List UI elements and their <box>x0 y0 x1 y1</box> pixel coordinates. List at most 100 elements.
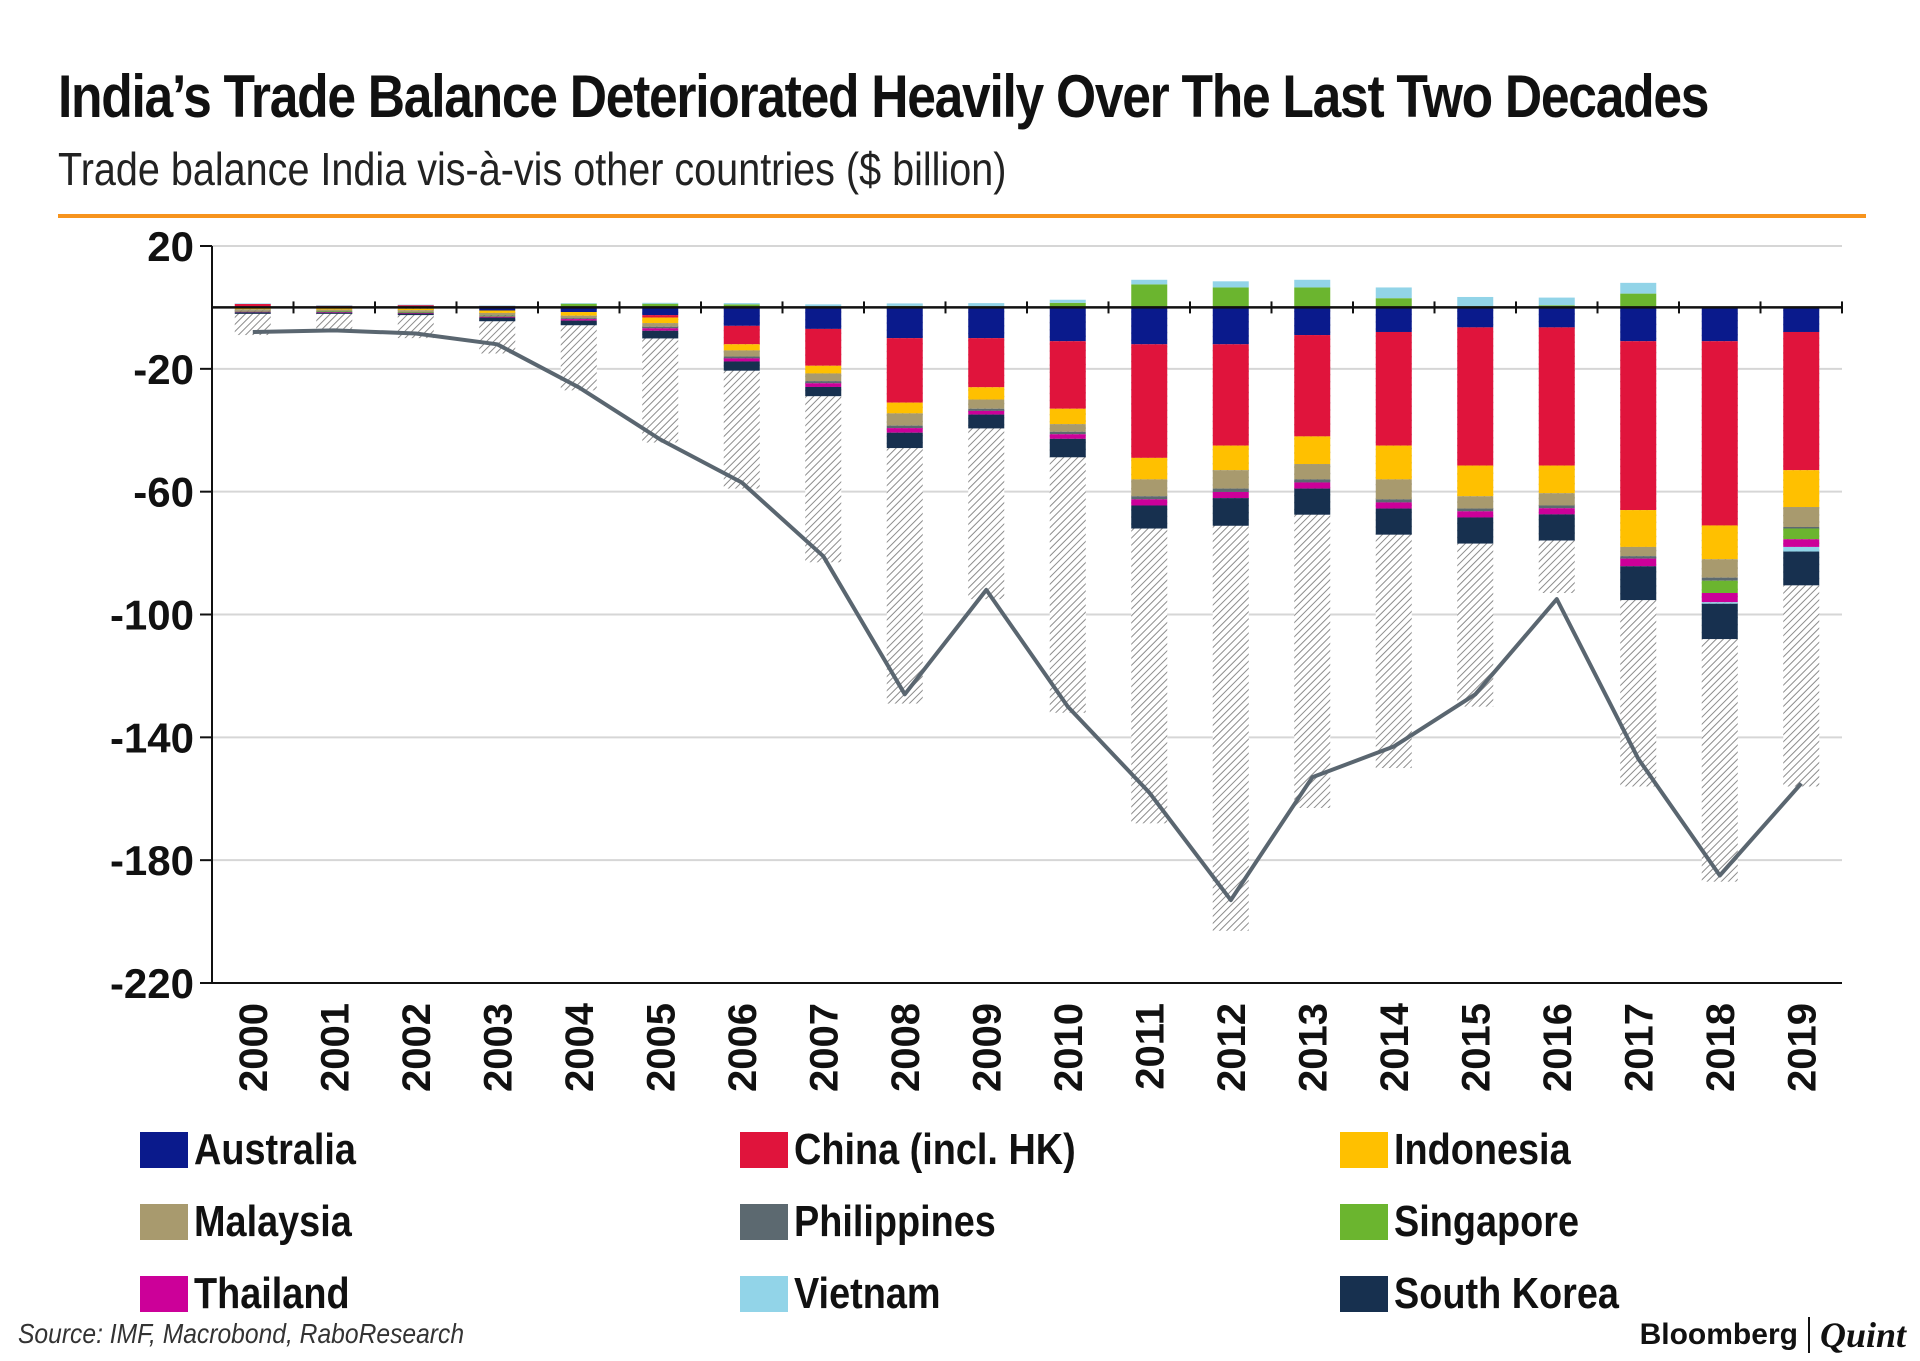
x-tick-label: 2017 <box>1617 1003 1661 1092</box>
bar-segment <box>1212 287 1249 308</box>
bar-segment <box>560 303 597 304</box>
bar-segment <box>1049 302 1086 308</box>
bar-segment <box>723 344 760 351</box>
bar-segment <box>234 308 271 310</box>
legend-swatch <box>1340 1204 1388 1240</box>
legend-item-australia: Australia <box>140 1120 382 1180</box>
bar-segment <box>723 304 760 308</box>
bar-segment <box>805 386 842 397</box>
source-note: Source: IMF, Macrobond, RaboResearch <box>18 1318 465 1349</box>
bar-segment <box>316 309 353 312</box>
legend-swatch <box>1340 1276 1388 1312</box>
bar-segment <box>1131 479 1168 497</box>
bar-segment <box>805 381 842 384</box>
bar-segment <box>1049 424 1086 432</box>
x-tick-label: 2016 <box>1536 1003 1580 1092</box>
bar-segment <box>1294 287 1331 308</box>
legend-item-china: China (incl. HK) <box>740 1120 1122 1180</box>
bar-segment <box>234 311 271 312</box>
bar-segment <box>886 402 923 414</box>
bar-segment <box>234 303 271 305</box>
bar-segment <box>1457 327 1494 466</box>
bar-segment <box>560 318 597 320</box>
legend-item-singapore: Singapore <box>1340 1192 1609 1252</box>
bar-segment <box>316 305 353 306</box>
bar-segment <box>560 303 597 307</box>
x-tick-label: 2011 <box>1128 1003 1172 1090</box>
trade-balance-line-path <box>252 328 1803 903</box>
chart-title: India’s Trade Balance Deteriorated Heavi… <box>58 63 1709 130</box>
bar-segment <box>1701 580 1738 594</box>
bar-segment <box>1131 496 1168 500</box>
bar-segment <box>234 310 271 312</box>
bar-segment <box>642 302 679 304</box>
bar-segment <box>1294 279 1331 288</box>
bar-segment <box>1375 508 1412 535</box>
x-tick-label: 2007 <box>802 1003 846 1092</box>
bar-segment <box>1701 341 1738 526</box>
bar-segment <box>397 304 434 306</box>
bar-segment <box>723 361 760 371</box>
bar-segment <box>1701 603 1738 640</box>
title-divider <box>58 214 1866 218</box>
tick-labels: 20 -20 -60 -100 -140 -180 -220 2000 2001 2002 2003… <box>110 223 1824 1092</box>
legend-swatch <box>140 1132 188 1168</box>
bar-segment <box>805 365 842 374</box>
bar-segment <box>968 303 1005 307</box>
bar-segment <box>1620 556 1657 559</box>
x-tick-label: 2012 <box>1210 1003 1254 1092</box>
bar-segment <box>1212 491 1249 499</box>
bar-segment <box>1212 470 1249 489</box>
bar-segment <box>1375 307 1412 332</box>
bar-segment <box>1049 408 1086 425</box>
bar-segment <box>886 428 923 433</box>
legend-label: China (incl. HK) <box>794 1125 1076 1174</box>
bar-segment <box>1620 282 1657 294</box>
bar-segment <box>805 307 842 329</box>
bar-segment <box>1375 479 1412 500</box>
bar-segment <box>560 307 597 313</box>
legend-label: Vietnam <box>794 1269 941 1318</box>
y-tick-label: -180 <box>110 837 194 884</box>
x-tick-label: 2014 <box>1373 1002 1417 1092</box>
bar-segment <box>642 328 679 331</box>
legend-label: Thailand <box>194 1269 350 1318</box>
bar-segment <box>1457 508 1494 512</box>
bar-segment <box>642 326 679 329</box>
bar-segment <box>1538 327 1575 466</box>
bar-segment <box>1212 498 1249 526</box>
bar-segment <box>1294 307 1331 336</box>
bar-segment <box>1620 307 1657 342</box>
bar-segment <box>968 408 1005 411</box>
legend-item-philippines: Philippines <box>740 1192 1029 1252</box>
x-tick-label: 2002 <box>395 1003 439 1092</box>
x-tick-label: 2010 <box>1047 1003 1091 1092</box>
bar-segment <box>1212 344 1249 446</box>
bar-segment <box>723 307 760 326</box>
bar-segment <box>1457 511 1494 518</box>
bar-segment <box>1375 287 1412 299</box>
bar-segment <box>1131 344 1168 458</box>
bar-segment <box>234 303 271 308</box>
bar-segment <box>1457 307 1494 328</box>
y-tick-label: -140 <box>110 714 194 761</box>
bar-segment <box>968 387 1005 400</box>
bar-segment <box>886 432 923 449</box>
bar-segment <box>1294 436 1331 465</box>
bar-segment <box>1049 434 1086 439</box>
bar-segment <box>1538 505 1575 509</box>
bar-segment <box>1783 539 1820 547</box>
y-tick-label: -220 <box>110 960 194 1007</box>
bar-segment <box>479 317 516 322</box>
bar-segment <box>1538 465 1575 494</box>
bar-segment <box>1294 464 1331 480</box>
bar-segment <box>886 413 923 426</box>
bar-segment <box>397 310 434 313</box>
bar-segment <box>805 328 842 366</box>
bar-segment <box>968 307 1005 339</box>
bar-segment <box>1294 335 1331 437</box>
bar-segment <box>886 307 923 339</box>
bar-segment <box>1375 331 1412 446</box>
bar-segment <box>723 303 760 305</box>
bar-segment <box>397 308 434 311</box>
